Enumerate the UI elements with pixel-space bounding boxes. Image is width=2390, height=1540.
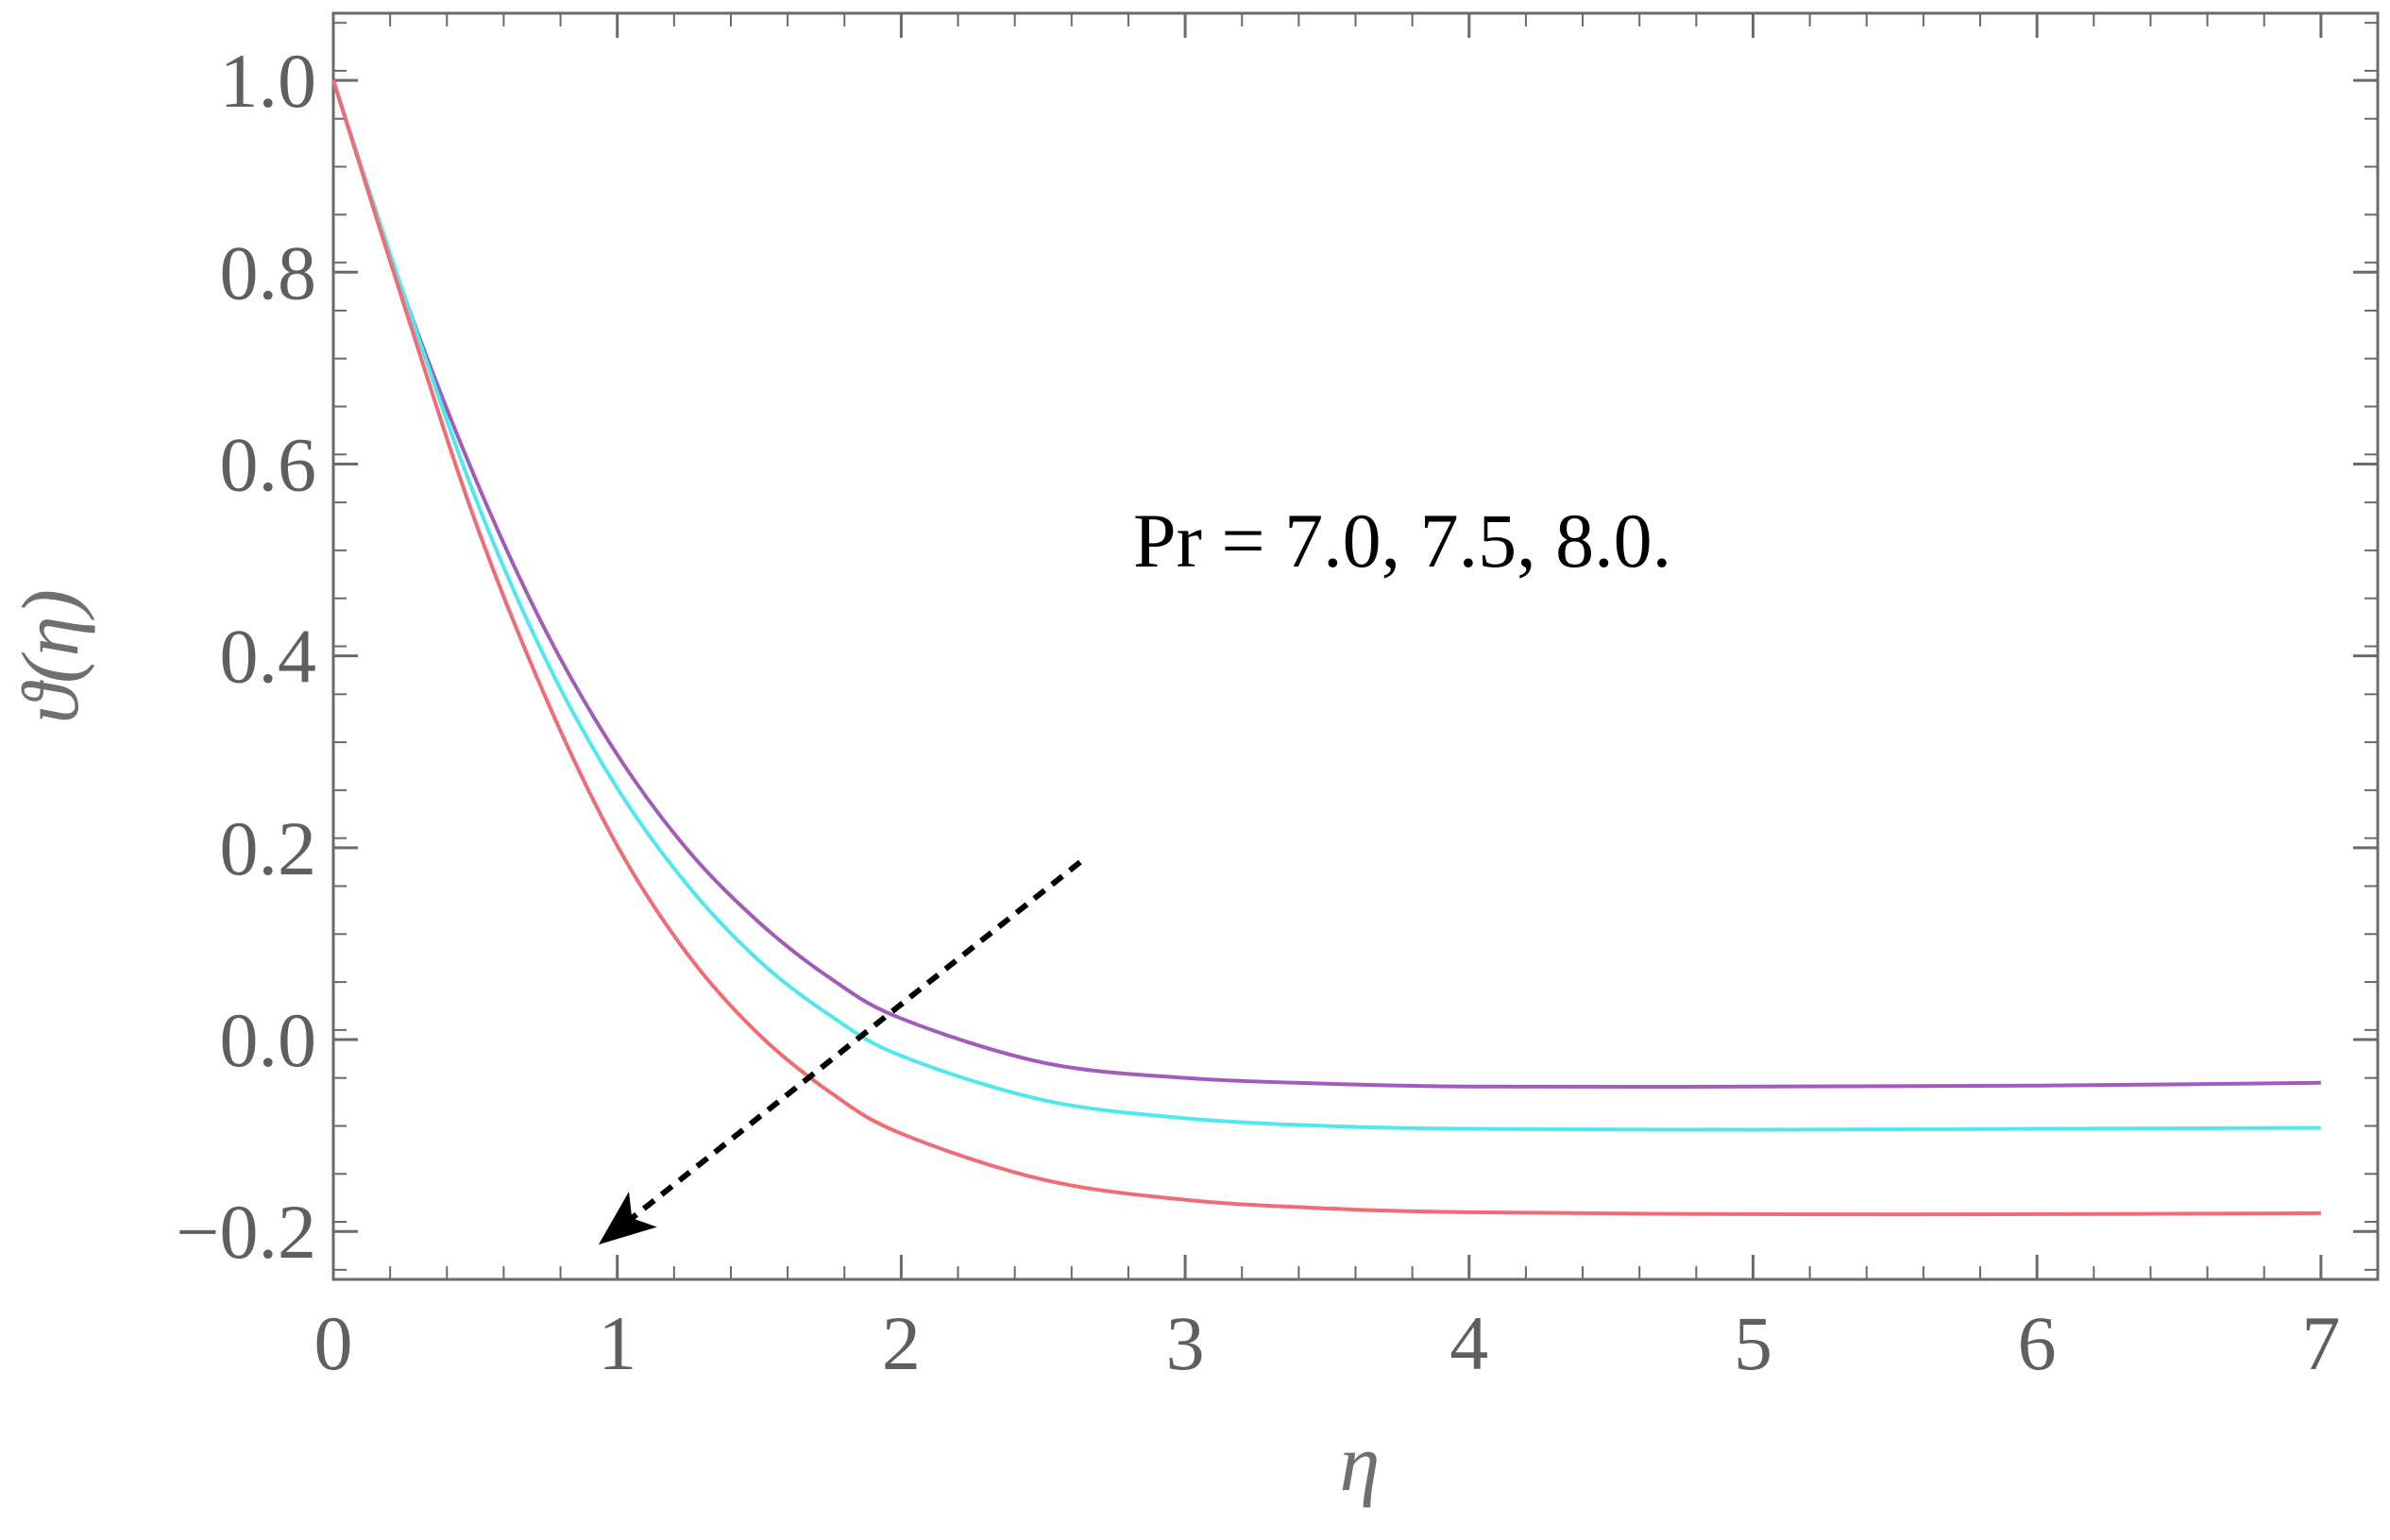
y-tick-label: −0.2 bbox=[176, 1189, 316, 1275]
x-tick-label: 5 bbox=[1734, 1300, 1772, 1386]
y-tick-label: 0.2 bbox=[220, 805, 317, 891]
y-tick-label: 1.0 bbox=[220, 38, 317, 124]
y-tick-label: 0.4 bbox=[220, 614, 317, 700]
y-tick-label: 0.8 bbox=[220, 229, 317, 315]
x-tick-label: 0 bbox=[314, 1300, 353, 1386]
x-tick-label: 3 bbox=[1166, 1300, 1205, 1386]
x-axis-title: η bbox=[1340, 1417, 1381, 1508]
x-tick-label: 4 bbox=[1449, 1300, 1488, 1386]
y-tick-label: 0.6 bbox=[220, 421, 317, 507]
y-axis-title: ϑ(η) bbox=[5, 589, 95, 723]
x-tick-label: 7 bbox=[2301, 1300, 2340, 1386]
x-tick-label: 6 bbox=[2018, 1300, 2057, 1386]
series-line-2 bbox=[331, 79, 2321, 1132]
series-line-3 bbox=[331, 79, 2321, 1217]
chart-annotation: Pr = 7.0, 7.5, 8.0. bbox=[1133, 498, 1671, 584]
series-line-1 bbox=[331, 79, 2321, 1090]
y-tick-label: 0.0 bbox=[220, 997, 317, 1083]
x-tick-label: 1 bbox=[598, 1300, 636, 1386]
x-tick-label: 2 bbox=[882, 1300, 921, 1386]
plot-frame bbox=[331, 11, 2380, 1281]
direction-arrow bbox=[598, 859, 1082, 1245]
